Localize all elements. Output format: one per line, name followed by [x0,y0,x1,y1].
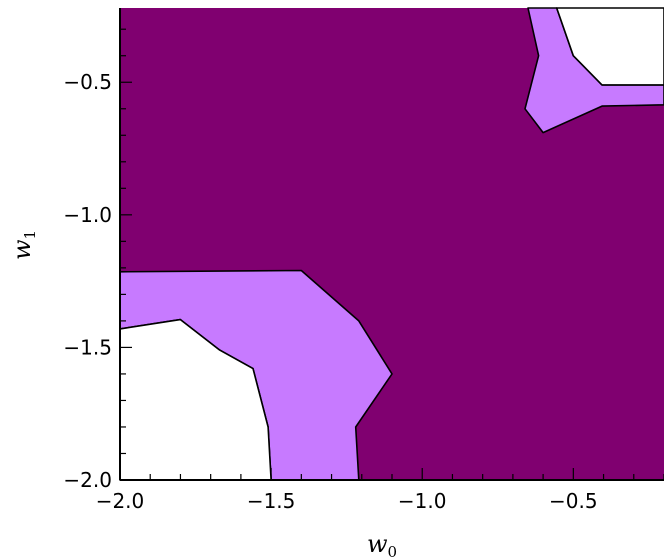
x-axis-label: w0 [367,530,397,560]
y-tick-label: −1.0 [63,203,112,227]
x-tick-label: −1.0 [398,489,447,513]
ticks [119,28,664,481]
tick-labels: −2.0 −1.5 −1.0 −0.5 −2.0 −1.5 −1.0 −0.5 [63,70,597,513]
y-tick-label: −1.5 [63,335,112,359]
y-axis-label: w1 [8,230,39,260]
x-tick-label: −0.5 [549,489,598,513]
plot-regions [119,7,664,481]
x-tick-label: −1.5 [247,489,296,513]
x-tick-label: −2.0 [96,489,145,513]
contour-region-innermost [555,7,664,86]
y-tick-label: −2.0 [63,468,112,492]
y-tick-label: −0.5 [63,70,112,94]
